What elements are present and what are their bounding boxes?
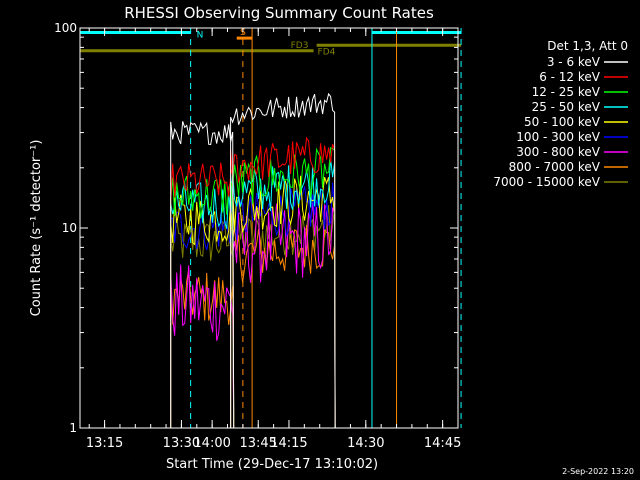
x-axis-label: Start Time (29-Dec-17 13:10:02) bbox=[166, 457, 378, 472]
series-line bbox=[170, 205, 336, 429]
legend-label: 800 - 7000 keV bbox=[509, 160, 601, 174]
y-tick-label: 10 bbox=[62, 221, 77, 235]
flag-label: FD3 bbox=[291, 41, 309, 51]
y-axis-label: Count Rate (s⁻¹ detector⁻¹) bbox=[29, 140, 44, 317]
series-line bbox=[170, 136, 336, 429]
legend-label: 12 - 25 keV bbox=[532, 85, 601, 99]
flag-bars: NSFD3FD4 bbox=[80, 28, 462, 58]
legend-label: 50 - 100 keV bbox=[524, 115, 601, 129]
flag-label: FD4 bbox=[318, 48, 336, 58]
series-line bbox=[170, 158, 336, 429]
legend-header: Det 1,3, Att 0 bbox=[547, 39, 628, 53]
series-lines bbox=[170, 92, 336, 429]
x-tick-label: 14:45 bbox=[424, 436, 461, 451]
y-axis-ticks: 1 10 100 bbox=[54, 21, 458, 435]
series-line bbox=[170, 92, 336, 429]
legend-label: 7000 - 15000 keV bbox=[493, 175, 600, 189]
y-tick-label: 100 bbox=[54, 21, 77, 35]
x-tick-label: 14:00 bbox=[193, 436, 230, 451]
legend-label: 300 - 800 keV bbox=[516, 145, 600, 159]
series-line bbox=[170, 146, 336, 429]
x-tick-label: 13:15 bbox=[86, 436, 123, 451]
x-tick-label: 13:45 bbox=[240, 436, 277, 451]
legend-label: 3 - 6 keV bbox=[547, 55, 601, 69]
legend-label: 25 - 50 keV bbox=[532, 100, 601, 114]
x-tick-label: 14:30 bbox=[347, 436, 384, 451]
y-tick-label: 1 bbox=[69, 421, 77, 435]
chart-title: RHESSI Observing Summary Count Rates bbox=[124, 4, 434, 22]
x-axis-ticks: 13:15 13:30 13:45 14:00 14:15 14:30 14:45 bbox=[86, 28, 461, 451]
timestamp: 2-Sep-2022 13:20 bbox=[562, 467, 634, 476]
series-line bbox=[170, 182, 336, 429]
x-tick-label: 13:30 bbox=[163, 436, 200, 451]
x-tick-label: 14:15 bbox=[270, 436, 307, 451]
legend-label: 6 - 12 keV bbox=[539, 70, 601, 84]
flag-label: N bbox=[197, 30, 204, 40]
legend-label: 100 - 300 keV bbox=[516, 130, 600, 144]
